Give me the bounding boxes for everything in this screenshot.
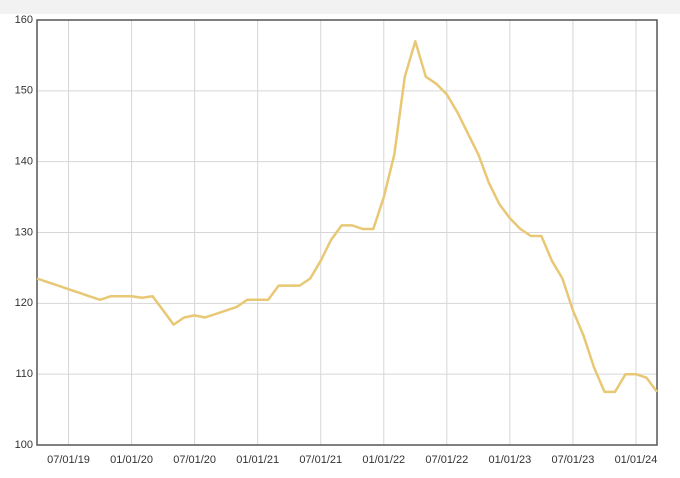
y-tick-label: 100 [15, 439, 33, 451]
top-band [0, 0, 680, 14]
x-tick-label: 07/01/22 [425, 454, 468, 466]
x-tick-label: 01/01/24 [615, 454, 658, 466]
y-tick-label: 120 [15, 297, 33, 309]
y-tick-label: 110 [15, 368, 33, 380]
x-tick-label: 07/01/21 [299, 454, 342, 466]
y-tick-label: 130 [15, 226, 33, 238]
y-tick-label: 140 [15, 156, 33, 168]
x-tick-label: 01/01/20 [110, 454, 153, 466]
x-tick-label: 01/01/23 [488, 454, 531, 466]
x-tick-label: 07/01/23 [552, 454, 595, 466]
x-tick-label: 07/01/20 [173, 454, 216, 466]
y-tick-label: 150 [15, 85, 33, 97]
x-tick-label: 01/01/21 [236, 454, 279, 466]
x-tick-label: 01/01/22 [362, 454, 405, 466]
y-tick-label: 160 [15, 14, 33, 26]
data-line [36, 40, 659, 394]
plot-border [36, 19, 658, 446]
x-tick-label: 07/01/19 [47, 454, 90, 466]
